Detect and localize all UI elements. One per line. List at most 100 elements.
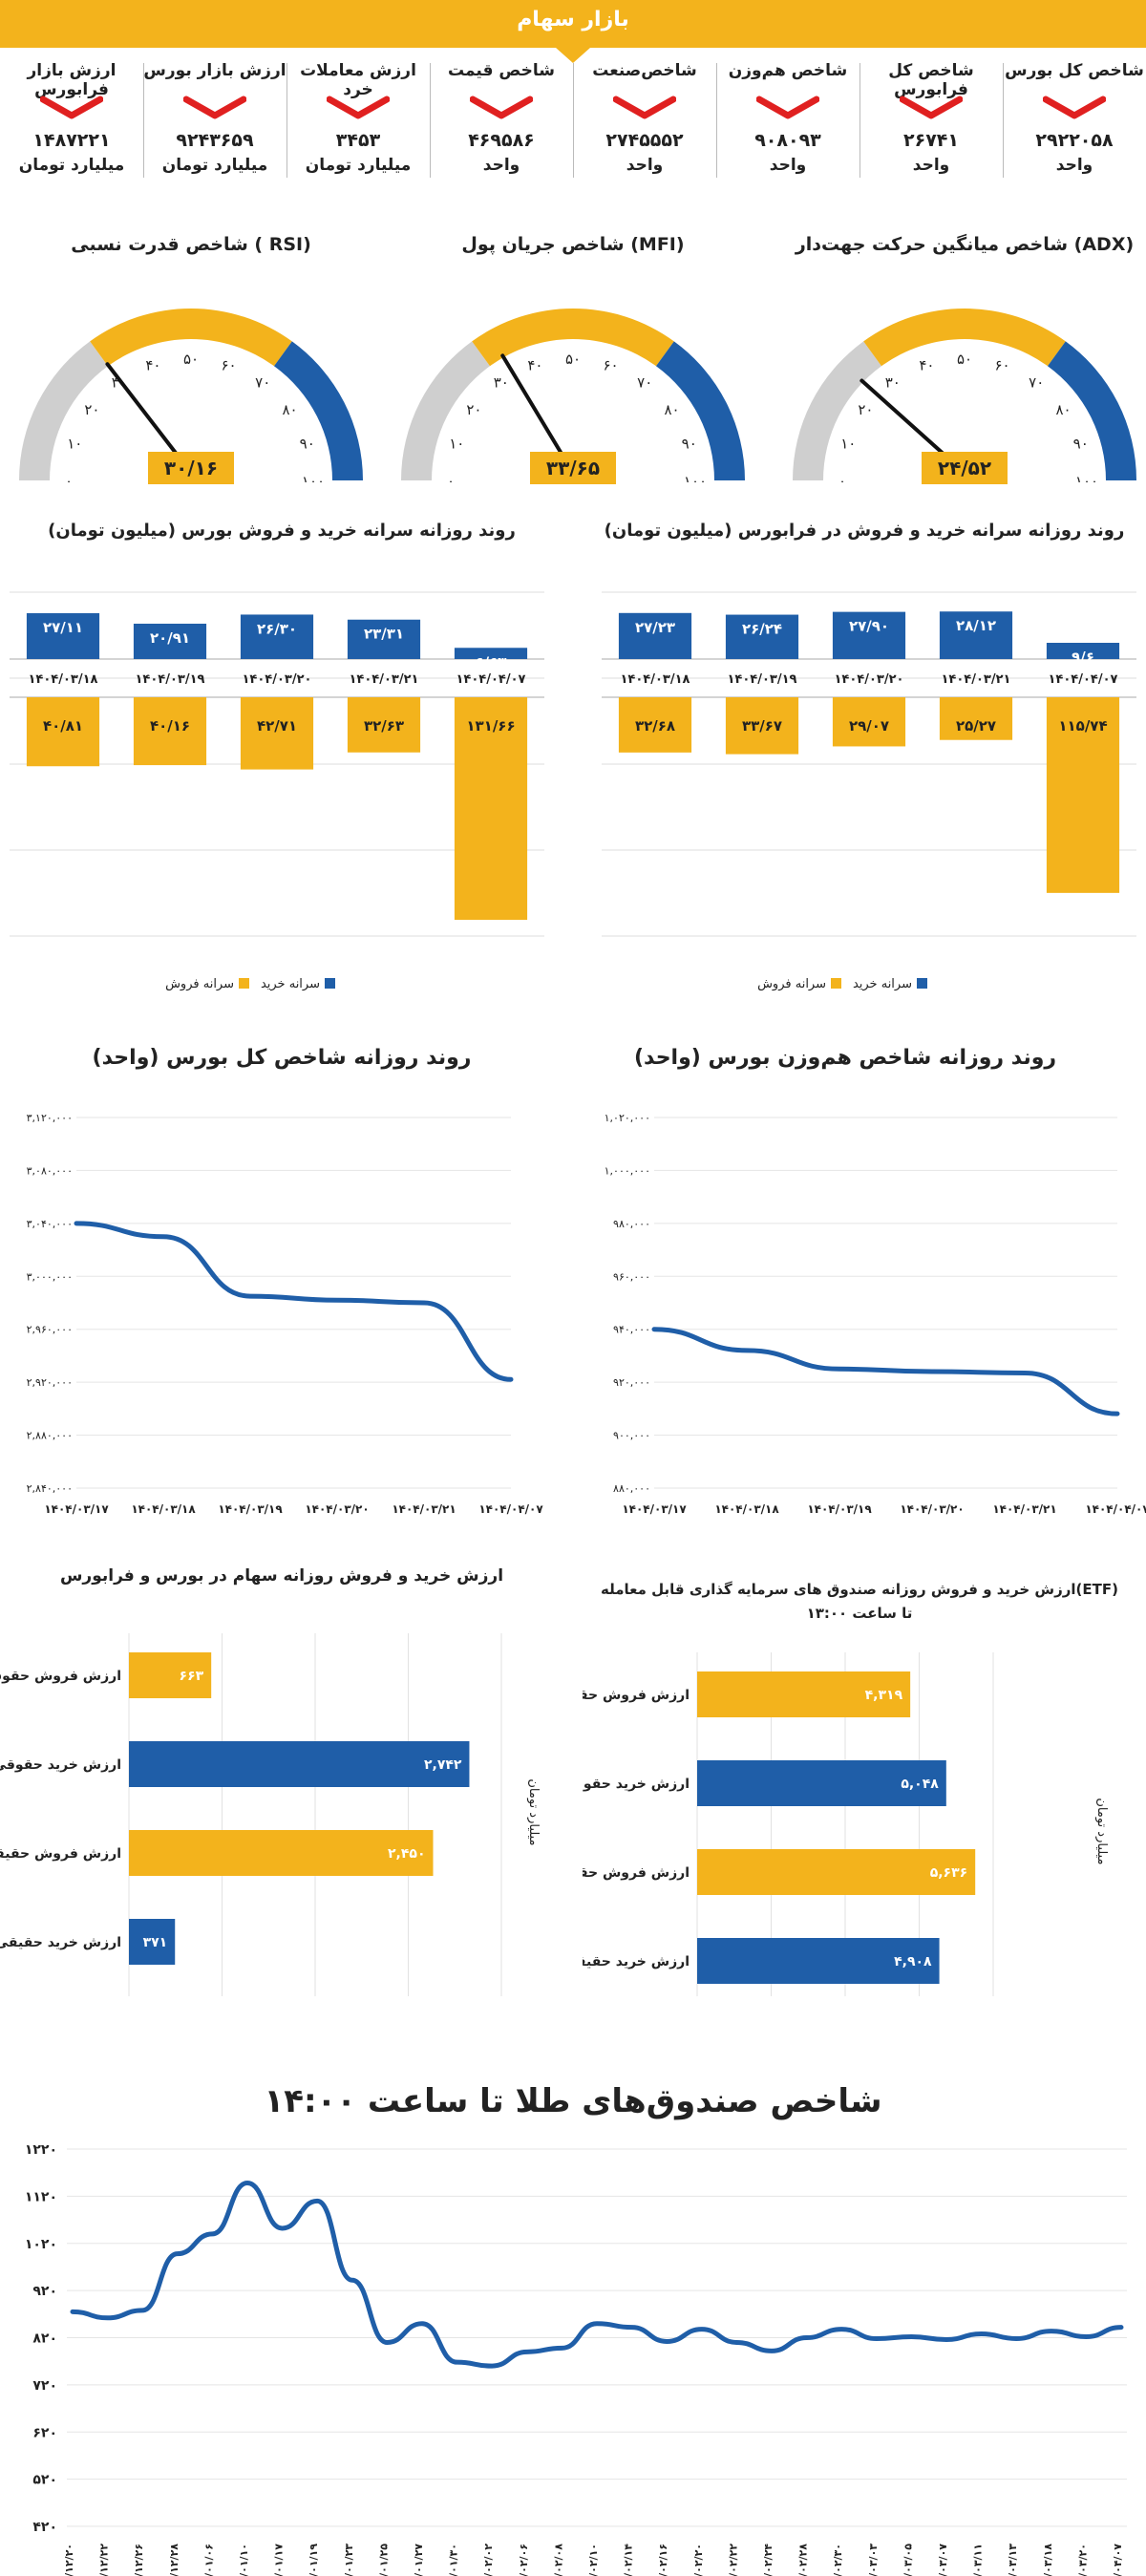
gauge-tick-label: ۱۰ xyxy=(67,435,82,452)
indicator-label: شاخص هم‌وزن xyxy=(728,61,848,80)
indicator-value: ۲۹۲۲۰۵۸ xyxy=(1035,130,1114,151)
category-label: ارزش خرید حقوقی xyxy=(583,1777,690,1792)
sell-bar-label: ۳۲/۶۸ xyxy=(635,717,675,734)
indicator-card: شاخص کل فرابورس ۲۶۷۴۱ واحد xyxy=(860,53,1003,187)
y-tick-label: ۳,۰۰۰,۰۰۰ xyxy=(27,1270,73,1283)
date-label: ۱۴۰۴/۰۳/۱۹ xyxy=(728,672,797,687)
down-chevron-icon xyxy=(900,96,963,119)
indicator-unit: واحد xyxy=(1055,156,1093,175)
series-line xyxy=(74,1221,514,1382)
x-tick-label: ۱۴۰۴/۰۲/۰۲ xyxy=(482,2544,495,2576)
indicator-unit: واحد xyxy=(482,156,520,175)
unit-label: میلیارد تومان xyxy=(526,1778,541,1845)
category-label: ارزش خرید حقیقی xyxy=(583,1954,690,1969)
category-label: ارزش خرید حقوقی xyxy=(0,1757,121,1773)
sell-bar-label: ۴۰/۱۶ xyxy=(150,717,190,734)
indicator-card: ارزش بازار فرابورس ۱۴۸۷۲۲۱ میلیارد تومان xyxy=(0,53,143,187)
indicator-unit: واحد xyxy=(912,156,950,175)
gauge-tick-label: ۷۰ xyxy=(637,373,652,391)
gauge-band-high xyxy=(655,341,745,480)
gauge-tick-label: ۹۰ xyxy=(1073,435,1089,452)
gauge-title: شاخص میانگین حرکت جهت‌دار (ADX) xyxy=(795,234,1135,255)
gauge-tick-label: ۱۰۰ xyxy=(1075,473,1098,482)
bourse-percapita-chart: ۲۷/۱۱ ۱۴۰۴/۰۳/۱۸ ۴۰/۸۱ ۲۰/۹۱ ۱۴۰۴/۰۳/۱۹ ۴۰/۱۶… xyxy=(10,591,544,991)
gauge-tick-label: ۰ xyxy=(447,473,455,482)
y-tick-label: ۹۲۰,۰۰۰ xyxy=(613,1376,650,1389)
gold-series-line xyxy=(70,2181,1124,2369)
x-tick-label: ۱۴۰۴/۰۳/۲۰ xyxy=(305,1502,369,1516)
y-tick-label: ۵۲۰ xyxy=(32,2473,57,2488)
buy-bar xyxy=(347,619,421,659)
buy-bar-label: ۲۰/۹۱ xyxy=(150,629,190,647)
gauge-tick-label: ۰ xyxy=(838,473,846,482)
gauge-band-mid xyxy=(90,309,292,367)
x-tick-label: ۱۴۰۳/۱۲/۲۲ xyxy=(98,2544,111,2576)
x-tick-label: ۱۴۰۴/۰۱/۲۳ xyxy=(343,2544,355,2576)
x-tick-label: ۱۴۰۴/۰۲/۰۸ xyxy=(552,2544,564,2576)
x-tick-label: ۱۴۰۴/۰۲/۲۰ xyxy=(692,2544,705,2576)
gauge-tick-label: ۸۰ xyxy=(664,401,679,418)
gauge-tick-label: ۵۰ xyxy=(957,351,972,368)
indicator-divider xyxy=(716,63,717,178)
gauge-title: شاخص جریان پول (MFI) xyxy=(461,234,685,255)
y-tick-label: ۹۲۰ xyxy=(32,2284,57,2299)
indicator-card: شاخص کل بورس ۲۹۲۲۰۵۸ واحد xyxy=(1003,53,1146,187)
down-chevron-icon xyxy=(756,96,819,119)
x-tick-label: ۱۴۰۴/۰۳/۱۹ xyxy=(218,1502,283,1516)
x-tick-label: ۱۴۰۴/۰۳/۱۱ xyxy=(972,2544,985,2576)
sell-bar xyxy=(347,697,421,753)
gauge-value: ۳۰/۱۶ xyxy=(148,452,234,484)
buy-bar-label: ۲۳/۳۱ xyxy=(364,626,404,643)
gauge-tick-label: ۷۰ xyxy=(1029,373,1044,391)
bar-value-label: ۳۷۱ xyxy=(143,1935,168,1950)
indicator-divider xyxy=(1003,63,1004,178)
date-label: ۱۴۰۴/۰۳/۲۱ xyxy=(350,672,419,687)
bourse-percapita-title: روند روزانه سرانه خرید و فروش بورس (میلی… xyxy=(48,521,516,541)
category-label: ارزش فروش حقیقی xyxy=(583,1865,690,1881)
gauge-band-low xyxy=(19,341,109,480)
x-tick-label: ۱۴۰۴/۰۱/۲۵ xyxy=(377,2544,390,2576)
date-label: ۱۴۰۴/۰۳/۱۹ xyxy=(136,672,205,687)
indicator-value: ۳۴۵۳ xyxy=(335,130,381,151)
indicator-unit: واحد xyxy=(626,156,664,175)
x-tick-label: ۱۴۰۴/۰۳/۱۷ xyxy=(622,1502,687,1516)
header-notch xyxy=(556,48,590,63)
category-label: ارزش خرید حقیقی xyxy=(0,1935,121,1950)
bar-value-label: ۲,۷۴۲ xyxy=(424,1757,462,1773)
indicator-divider xyxy=(430,63,431,178)
x-tick-label: ۱۴۰۴/۰۴/۰۷ xyxy=(478,1502,543,1516)
gauge-band-low xyxy=(793,341,882,480)
sell-bar xyxy=(832,697,906,747)
x-tick-label: ۱۴۰۴/۰۲/۱۴ xyxy=(623,2544,635,2576)
value-bar xyxy=(129,1741,470,1787)
y-tick-label: ۱۲۲۰ xyxy=(25,2142,57,2158)
indicator-label: شاخص قیمت xyxy=(448,61,555,80)
indicator-unit: میلیارد تومان xyxy=(18,156,125,175)
gauge-tick-label: ۶۰ xyxy=(603,356,618,373)
x-tick-label: ۱۴۰۴/۰۳/۰۷ xyxy=(937,2544,949,2576)
sell-bar-label: ۳۳/۶۷ xyxy=(742,717,782,734)
indicator-label: ارزش بازار فرابورس xyxy=(27,61,117,99)
sell-bar-label: ۳۲/۶۳ xyxy=(364,717,404,734)
x-tick-label: ۱۴۰۴/۰۳/۰۳ xyxy=(867,2544,880,2576)
gauge-tick-label: ۱۰۰ xyxy=(684,473,707,482)
indicator-value: ۲۷۴۵۵۵۲ xyxy=(605,130,684,151)
buy-bar xyxy=(26,613,100,659)
x-tick-label: ۱۴۰۴/۰۴/۰۷ xyxy=(1112,2544,1124,2576)
sell-bar xyxy=(618,697,692,753)
y-tick-label: ۲,۹۶۰,۰۰۰ xyxy=(27,1324,73,1336)
y-tick-label: ۹۶۰,۰۰۰ xyxy=(613,1270,650,1283)
value-bar xyxy=(129,1830,434,1876)
legend-sell-swatch xyxy=(239,978,249,989)
indicator-divider xyxy=(143,63,144,178)
date-label: ۱۴۰۴/۰۳/۱۸ xyxy=(621,672,690,687)
bar-value-label: ۲,۴۵۰ xyxy=(388,1846,426,1862)
y-tick-label: ۶۲۰ xyxy=(32,2425,57,2440)
date-label: ۱۴۰۴/۰۴/۰۷ xyxy=(1049,672,1118,687)
gauge-tick-label: ۷۰ xyxy=(255,373,270,391)
stock-value-chart-title: ارزش خرید و فروش روزانه سهام در بورس و ف… xyxy=(59,1566,504,1586)
legend-sell-swatch xyxy=(831,978,841,989)
value-bar xyxy=(697,1671,911,1717)
indicator-label: شاخص کل بورس xyxy=(1005,61,1144,80)
x-tick-label: ۱۴۰۴/۰۳/۲۱ xyxy=(392,1502,456,1516)
